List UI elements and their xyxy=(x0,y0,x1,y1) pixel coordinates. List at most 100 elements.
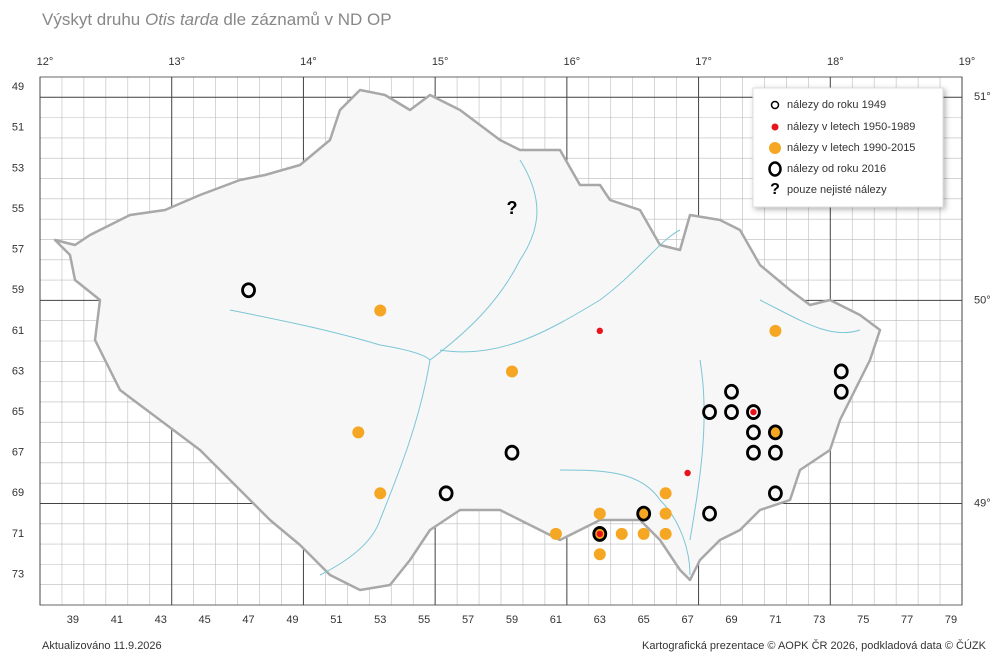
footer-right: Kartografická prezentace © AOPK ČR 2026,… xyxy=(642,639,987,652)
legend-symbol xyxy=(770,100,780,110)
column-label: 49 xyxy=(286,614,298,626)
column-label: 65 xyxy=(638,614,650,626)
column-label: 51 xyxy=(330,614,342,626)
record-since-2016 xyxy=(702,404,717,420)
longitude-label: 18° xyxy=(827,56,844,68)
column-label: 79 xyxy=(945,614,957,626)
longitude-label: 12° xyxy=(37,56,54,68)
legend-box xyxy=(752,87,944,208)
record-uncertain: ? xyxy=(506,198,517,218)
record-since-2016 xyxy=(768,444,783,461)
record-since-2016 xyxy=(636,505,652,522)
legend-symbol: ? xyxy=(770,181,780,198)
river xyxy=(319,359,431,576)
longitude-label: 19° xyxy=(959,56,976,68)
legend: nálezy do roku 1949 nálezy v letech 1950… xyxy=(752,87,944,208)
records: ? xyxy=(241,198,849,561)
legend-symbol xyxy=(769,142,781,154)
column-label: 43 xyxy=(155,614,167,626)
record-since-2016 xyxy=(833,363,849,380)
column-label: 53 xyxy=(374,614,386,626)
longitude-label: 17° xyxy=(695,56,712,68)
record-1990-2015 xyxy=(549,527,562,540)
record-since-2016 xyxy=(702,505,717,522)
row-label: 59 xyxy=(12,284,24,296)
longitude-label: 16° xyxy=(564,56,581,68)
river xyxy=(439,229,681,353)
record-since-2016 xyxy=(504,444,520,461)
record-since-2016 xyxy=(724,404,739,420)
column-label: 59 xyxy=(506,614,518,626)
record-1950-1989 xyxy=(596,530,603,538)
river xyxy=(689,359,705,541)
legend-symbol xyxy=(771,123,779,131)
title-prefix: Výskyt druhu xyxy=(42,10,145,29)
column-label: 41 xyxy=(111,614,123,626)
longitude-label: 13° xyxy=(168,56,185,68)
record-1990-2015 xyxy=(769,324,782,337)
record-since-2016 xyxy=(746,404,761,420)
latitude-label: 50° xyxy=(974,294,991,306)
record-1990-2015 xyxy=(769,426,782,439)
record-since-2016 xyxy=(746,444,761,461)
row-label: 65 xyxy=(12,406,24,418)
column-label: 47 xyxy=(242,614,254,626)
record-since-2016 xyxy=(768,485,783,502)
legend-symbol xyxy=(768,161,782,177)
legend-label: nálezy v letech 1950-1989 xyxy=(787,121,915,133)
record-1990-2015 xyxy=(374,487,387,500)
country-border xyxy=(53,88,882,592)
record-1990-2015 xyxy=(659,527,672,540)
column-label: 57 xyxy=(462,614,474,626)
row-label: 69 xyxy=(12,487,24,499)
legend-label: pouze nejisté nálezy xyxy=(787,184,887,196)
legend-label: nálezy do roku 1949 xyxy=(787,99,886,111)
record-since-2016 xyxy=(833,383,849,400)
row-label: 49 xyxy=(12,81,24,93)
record-1950-1989 xyxy=(684,469,691,477)
record-1990-2015 xyxy=(593,507,606,520)
record-since-2016 xyxy=(746,424,761,441)
longitude-label: 15° xyxy=(432,56,449,68)
row-label: 51 xyxy=(12,122,24,134)
rivers xyxy=(229,159,861,576)
record-1990-2015 xyxy=(374,304,387,317)
record-1990-2015 xyxy=(637,527,650,540)
column-label: 39 xyxy=(67,614,79,626)
row-label: 71 xyxy=(12,528,24,540)
column-label: 75 xyxy=(857,614,869,626)
column-label: 55 xyxy=(418,614,430,626)
record-1990-2015 xyxy=(593,548,606,561)
row-label: 57 xyxy=(12,244,24,256)
legend-label: nálezy v letech 1990-2015 xyxy=(787,142,915,154)
row-label: 67 xyxy=(12,447,24,459)
row-label: 73 xyxy=(12,568,24,580)
record-since-2016 xyxy=(592,526,608,542)
river xyxy=(759,299,861,334)
column-label: 77 xyxy=(901,614,913,626)
title-species: Otis tarda xyxy=(145,10,219,29)
river xyxy=(229,309,431,361)
latitude-label: 51° xyxy=(974,91,991,103)
row-label: 55 xyxy=(12,203,24,215)
column-label: 45 xyxy=(199,614,211,626)
river xyxy=(429,159,538,361)
record-1990-2015 xyxy=(615,527,628,540)
footer-left: Aktualizováno 11.9.2026 xyxy=(42,640,162,652)
record-since-2016 xyxy=(438,485,454,502)
record-1990-2015 xyxy=(637,507,650,520)
record-1990-2015 xyxy=(659,487,672,500)
column-label: 73 xyxy=(813,614,825,626)
record-1950-1989 xyxy=(750,408,757,416)
column-label: 71 xyxy=(769,614,781,626)
record-1990-2015 xyxy=(659,507,672,520)
column-label: 63 xyxy=(594,614,606,626)
record-1950-1989 xyxy=(596,327,603,335)
record-1990-2015 xyxy=(352,426,365,439)
record-1990-2015 xyxy=(505,365,518,378)
longitude-label: 14° xyxy=(300,56,317,68)
row-label: 53 xyxy=(12,162,24,174)
title-suffix: dle záznamů v ND OP xyxy=(218,10,392,29)
